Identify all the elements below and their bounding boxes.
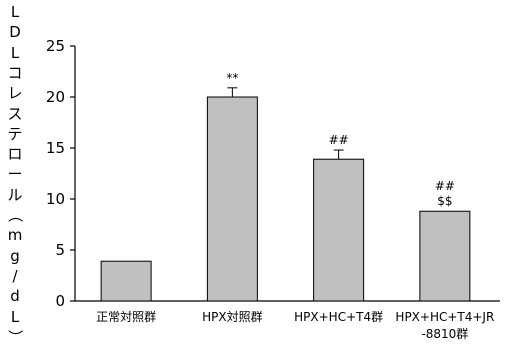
x-category-label: -8810群 bbox=[421, 327, 468, 341]
significance-marker: $$ bbox=[437, 194, 452, 208]
y-tick-label: 15 bbox=[46, 139, 65, 157]
y-axis-label: L D L コレステロール（m g / d L） bbox=[0, 0, 30, 348]
y-axis-label-char: m bbox=[7, 226, 23, 245]
bar bbox=[419, 210, 471, 302]
y-tick-label: 5 bbox=[55, 241, 65, 259]
x-category-label: HPX+HC+T4+JR bbox=[395, 310, 494, 324]
y-axis-label-char: テ bbox=[7, 124, 23, 143]
y-tick-label: 20 bbox=[46, 88, 65, 106]
x-category-label: HPX+HC+T4群 bbox=[294, 310, 383, 324]
y-axis-label-char: ス bbox=[7, 104, 23, 123]
y-tick-label: 25 bbox=[46, 37, 65, 55]
x-category-label: 正常対照群 bbox=[96, 310, 156, 324]
y-axis-label-char: ル bbox=[7, 185, 23, 204]
bar bbox=[206, 96, 258, 302]
y-axis-label-char: レ bbox=[7, 84, 23, 103]
y-axis-label-char: L bbox=[10, 307, 20, 326]
y-axis-label-char: / bbox=[12, 266, 18, 285]
significance-marker: ** bbox=[226, 71, 238, 85]
y-tick-label: 0 bbox=[55, 292, 65, 310]
y-axis-label-char: ー bbox=[7, 165, 23, 184]
bar bbox=[313, 158, 365, 302]
significance-marker: ## bbox=[435, 179, 455, 193]
y-axis-label-char: L bbox=[10, 43, 20, 62]
significance-marker: ## bbox=[329, 133, 349, 147]
y-axis-label-char: L bbox=[10, 3, 20, 21]
y-axis-label-char: d bbox=[10, 287, 20, 306]
y-axis-label-char: D bbox=[9, 23, 21, 42]
y-axis-label-char: g bbox=[10, 246, 20, 265]
y-tick-label: 10 bbox=[46, 190, 65, 208]
y-axis-label-char: ロ bbox=[7, 145, 23, 164]
bar bbox=[100, 260, 152, 302]
x-category-label: HPX対照群 bbox=[202, 310, 262, 324]
y-axis-label-char: コ bbox=[7, 63, 23, 82]
